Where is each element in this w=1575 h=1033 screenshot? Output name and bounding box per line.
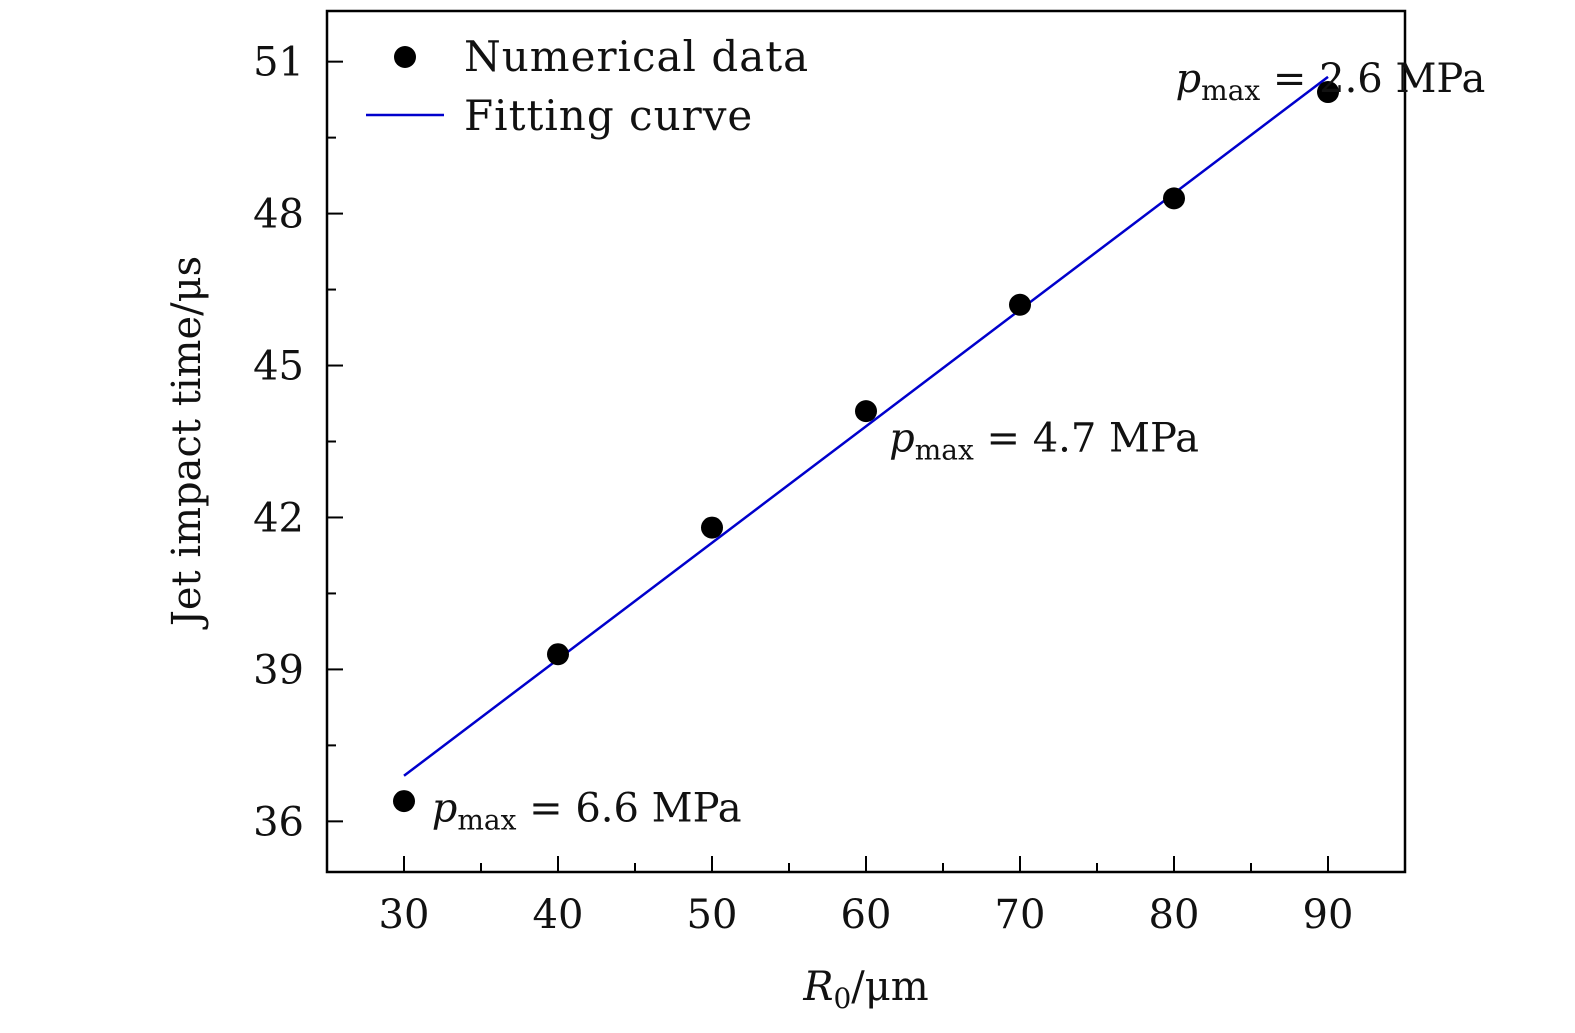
y-tick-label: 36	[253, 799, 304, 845]
pmax-annotation: pmax = 6.6 MPa	[432, 785, 742, 836]
y-tick-label: 51	[253, 40, 304, 86]
x-tick-label: 40	[533, 892, 584, 938]
data-point	[547, 643, 569, 666]
y-tick-label: 42	[253, 495, 304, 541]
annotation-value: = 2.6 MPa	[1260, 56, 1485, 102]
data-point	[1163, 187, 1185, 210]
x-axis-symbol: R	[802, 964, 833, 1010]
data-point	[1009, 293, 1031, 316]
y-axis-title: Jet impact time/μs	[164, 256, 210, 630]
x-axis-subscript: 0	[833, 982, 851, 1015]
x-tick-label: 70	[995, 892, 1046, 938]
pmax-annotation: pmax = 2.6 MPa	[1176, 56, 1486, 107]
legend: Numerical data Fitting curve	[366, 32, 809, 140]
y-tick-label: 45	[253, 344, 304, 390]
legend-label-fitting-curve: Fitting curve	[464, 91, 753, 140]
x-tick-label: 60	[841, 892, 892, 938]
y-tick-labels: 36 39 42 45 48 51	[253, 40, 304, 846]
x-tick-labels: 30 40 50 60 70 80 90	[379, 892, 1354, 938]
x-tick-label: 90	[1303, 892, 1354, 938]
annotation-subscript: max	[457, 803, 516, 836]
numerical-data-series	[393, 81, 1339, 813]
annotation-symbol: p	[889, 416, 915, 462]
data-point	[1317, 81, 1339, 104]
x-tick-label: 30	[379, 892, 430, 938]
axis-ticks	[326, 60, 1406, 872]
x-tick-label: 50	[687, 892, 738, 938]
plot-frame	[325, 9, 1407, 874]
legend-label-numerical-data: Numerical data	[464, 32, 809, 81]
annotation-subscript: max	[915, 434, 974, 467]
y-tick-label: 48	[253, 192, 304, 238]
annotation-symbol: p	[1176, 56, 1202, 102]
annotation-value: = 4.7 MPa	[974, 416, 1199, 462]
data-point	[701, 516, 723, 539]
x-axis-title: R0/μm	[802, 964, 928, 1015]
annotation-subscript: max	[1201, 74, 1260, 107]
data-point	[393, 790, 415, 813]
annotation-value: = 6.6 MPa	[516, 785, 741, 831]
x-axis-unit: /μm	[851, 964, 928, 1010]
legend-marker-numerical-data	[394, 46, 416, 68]
pmax-annotation: pmax = 4.7 MPa	[889, 416, 1199, 467]
data-point	[855, 400, 877, 423]
y-tick-label: 39	[253, 647, 304, 693]
x-tick-label: 80	[1149, 892, 1200, 938]
annotation-symbol: p	[432, 785, 458, 831]
